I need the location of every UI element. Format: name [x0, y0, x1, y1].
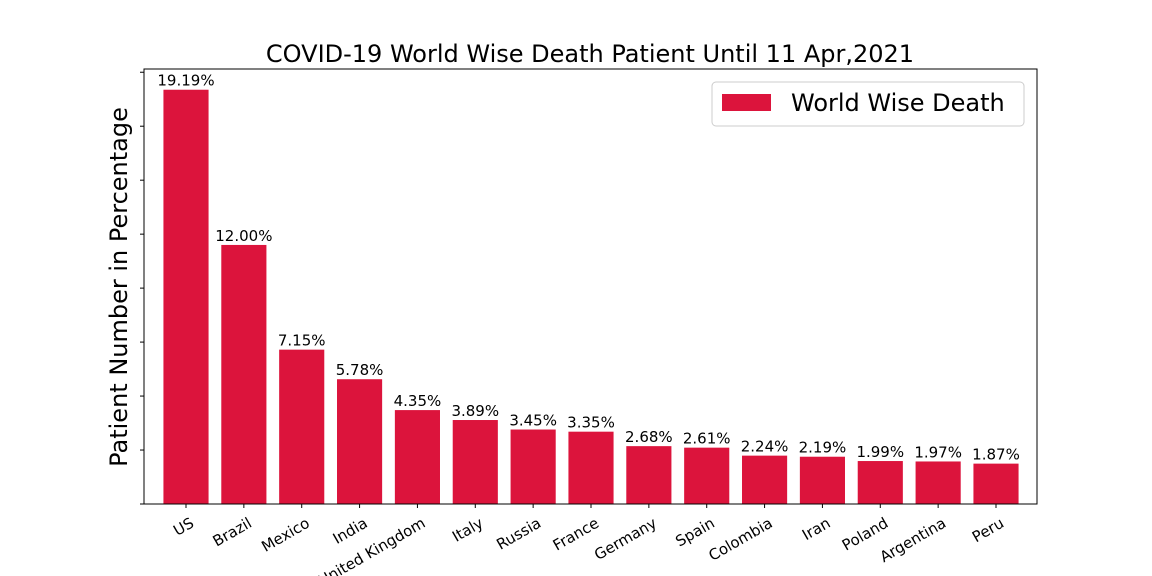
data-label: 3.45%: [509, 412, 557, 430]
x-tick-label: Russia: [493, 514, 544, 554]
data-label: 7.15%: [278, 332, 326, 350]
data-label: 4.35%: [394, 392, 442, 410]
chart-title: COVID-19 World Wise Death Patient Until …: [266, 40, 914, 68]
bar-spain: [684, 447, 730, 504]
bar-india: [337, 379, 383, 504]
bar-united-kingdom: [394, 410, 440, 504]
legend: World Wise Death: [711, 81, 1025, 127]
bar-colombia: [742, 455, 788, 504]
data-label: 2.24%: [741, 438, 789, 456]
x-tick-label: Colombia: [706, 514, 776, 565]
bar-poland: [857, 461, 903, 504]
x-tick-label: Argentina: [877, 514, 949, 566]
bar-italy: [452, 420, 498, 504]
data-label: 1.99%: [856, 443, 904, 461]
bar-argentina: [915, 461, 961, 504]
bar-peru: [973, 463, 1019, 504]
x-tick-label: Mexico: [258, 514, 312, 556]
x-tick-label: United Kingdom: [315, 514, 428, 576]
y-axis-label: Patient Number in Percentage: [105, 107, 133, 467]
legend-box: [711, 81, 1025, 127]
data-label: 3.89%: [451, 402, 499, 420]
data-label: 2.19%: [799, 439, 847, 457]
bar-germany: [626, 446, 672, 504]
x-tick-label: US: [170, 514, 197, 540]
bars: [163, 89, 1019, 505]
x-tick-label: Italy: [449, 514, 486, 546]
bar-iran: [799, 456, 845, 504]
data-label: 5.78%: [336, 361, 384, 379]
bar-brazil: [221, 244, 267, 504]
x-tick-label: Iran: [799, 514, 833, 544]
legend-swatch: [722, 94, 771, 111]
data-label: 19.19%: [157, 72, 214, 90]
data-label: 3.35%: [567, 414, 615, 432]
bar-mexico: [279, 349, 325, 504]
x-tick-label: India: [330, 514, 371, 548]
data-labels: 19.19% 12.00% 7.15% 5.78% 4.35% 3.89% 3.45% 3.3…: [157, 72, 1019, 464]
bar-france: [568, 431, 614, 504]
data-label: 1.97%: [914, 443, 962, 461]
y-ticks: [140, 71, 144, 505]
data-label: 12.00%: [215, 227, 272, 245]
plot-frame: [143, 68, 1038, 505]
x-tick-label: Brazil: [210, 514, 255, 551]
data-label: 1.87%: [972, 446, 1020, 464]
data-label: 2.61%: [683, 430, 731, 448]
x-tick-label: Peru: [969, 514, 1007, 546]
bar-us: [163, 89, 209, 505]
x-tick-label: Germany: [591, 514, 660, 564]
legend-label: World Wise Death: [791, 89, 1005, 117]
bar-russia: [510, 429, 556, 504]
data-label: 2.68%: [625, 428, 673, 446]
